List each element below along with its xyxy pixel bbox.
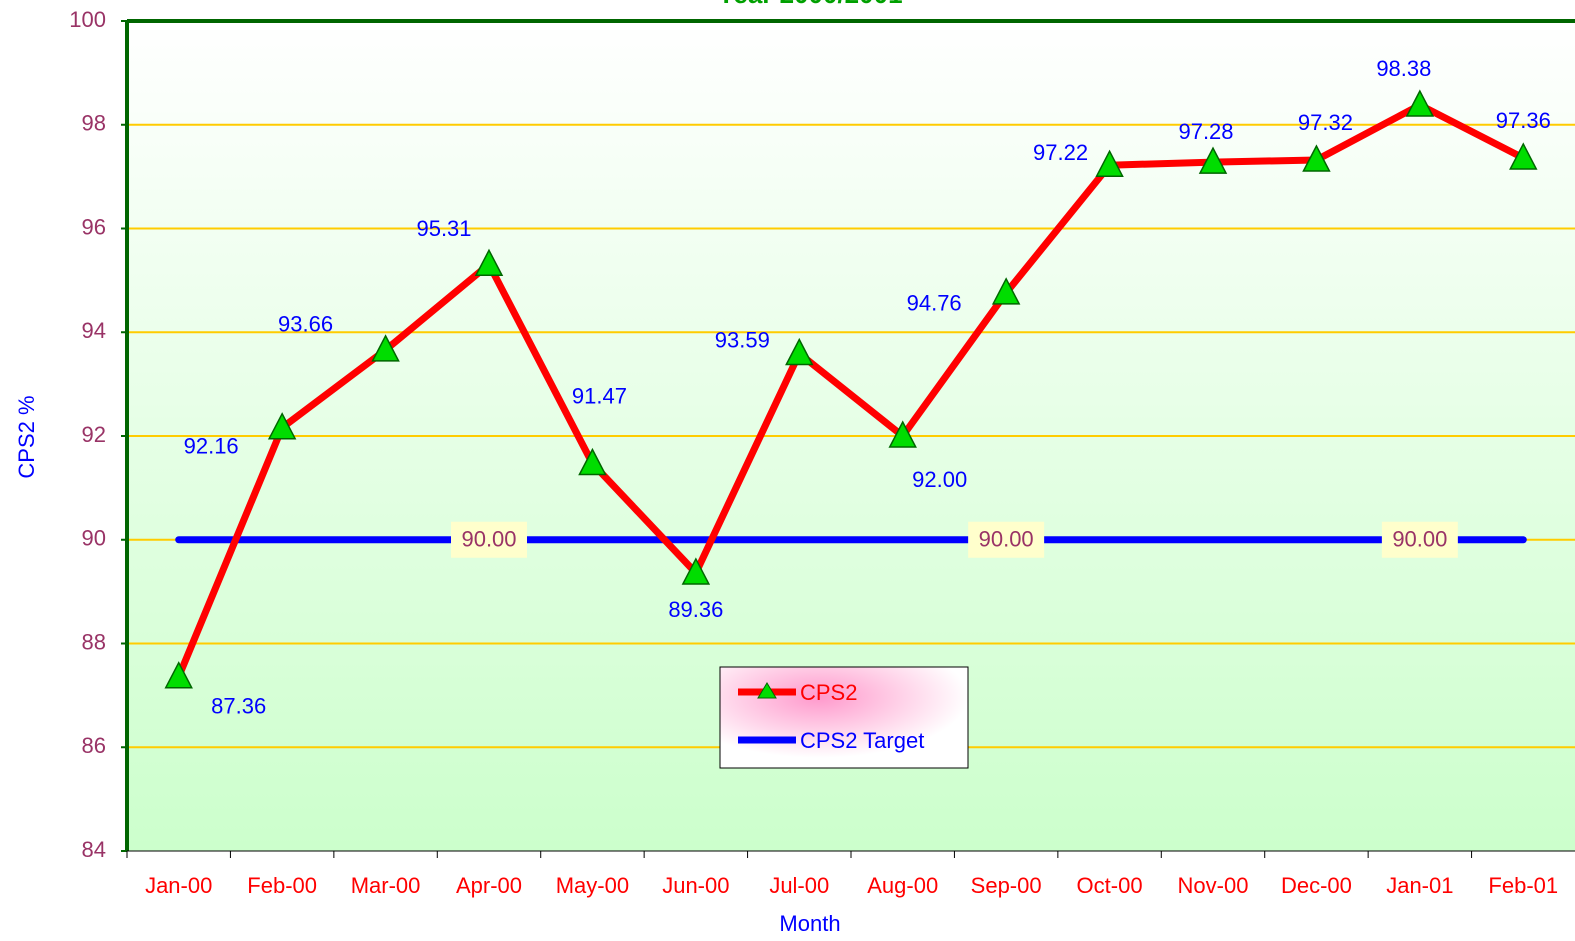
data-label-bg xyxy=(968,521,1045,558)
y-tick-label: 98 xyxy=(82,111,106,136)
x-tick-label: May-00 xyxy=(556,873,629,898)
y-tick-label: 94 xyxy=(82,318,106,343)
y-tick-label: 88 xyxy=(82,629,106,654)
y-tick-label: 90 xyxy=(82,526,106,551)
x-tick-label: Feb-01 xyxy=(1488,873,1558,898)
legend xyxy=(719,666,969,769)
data-label: 92.00 xyxy=(912,467,967,492)
legend-label: CPS2 Target xyxy=(800,728,924,753)
x-tick-label: Dec-00 xyxy=(1281,873,1352,898)
point-marker xyxy=(785,337,814,366)
y-tick-label: 86 xyxy=(82,733,106,758)
legend-label: CPS2 xyxy=(800,680,857,705)
data-label: 87.36 xyxy=(211,694,266,719)
point-marker xyxy=(1198,146,1228,174)
point-marker xyxy=(1095,149,1124,177)
y-tick-label: 92 xyxy=(82,422,106,447)
data-label: 90.00 xyxy=(979,527,1034,552)
point-marker xyxy=(578,447,607,476)
point-marker xyxy=(888,420,917,448)
data-label: 92.16 xyxy=(184,434,239,459)
point-marker xyxy=(1405,89,1435,117)
x-tick-label: Jan-00 xyxy=(145,873,212,898)
point-marker xyxy=(681,557,711,585)
data-label-bg xyxy=(1381,521,1458,558)
x-axis-label: Month xyxy=(779,911,840,936)
point-marker xyxy=(991,277,1021,305)
point-marker xyxy=(1509,142,1538,170)
chart-title: Year 2000/2001 xyxy=(717,0,902,9)
y-axis-label: CPS2 % xyxy=(14,395,39,478)
data-label: 97.22 xyxy=(1033,140,1088,165)
data-label: 97.28 xyxy=(1178,119,1233,144)
data-label: 93.59 xyxy=(715,327,770,352)
x-tick-label: Sep-00 xyxy=(971,873,1042,898)
x-tick-label: Nov-00 xyxy=(1178,873,1249,898)
x-tick-label: Apr-00 xyxy=(456,873,522,898)
data-label: 93.66 xyxy=(278,312,333,337)
data-label-bg xyxy=(451,521,527,558)
y-tick-label: 96 xyxy=(82,214,106,239)
legend-marker xyxy=(757,682,777,699)
x-tick-label: Jan-01 xyxy=(1386,873,1453,898)
point-marker xyxy=(371,334,400,362)
data-label: 89.36 xyxy=(668,597,723,622)
data-label: 90.00 xyxy=(1392,527,1447,552)
data-label: 98.38 xyxy=(1376,56,1431,81)
y-tick-label: 100 xyxy=(69,7,106,32)
x-tick-label: Aug-00 xyxy=(867,873,938,898)
data-label: 90.00 xyxy=(461,527,516,552)
series-line xyxy=(175,101,1525,679)
data-label: 94.76 xyxy=(907,291,962,316)
point-marker xyxy=(1302,144,1331,172)
x-tick-label: Jun-00 xyxy=(662,873,729,898)
data-label: 91.47 xyxy=(572,383,627,408)
point-marker xyxy=(164,661,193,689)
x-tick-label: Jul-00 xyxy=(769,873,829,898)
point-marker xyxy=(474,248,504,277)
data-label: 97.36 xyxy=(1496,108,1551,133)
data-label: 95.31 xyxy=(416,216,471,241)
x-tick-label: Mar-00 xyxy=(351,873,421,898)
x-tick-label: Oct-00 xyxy=(1077,873,1143,898)
point-marker xyxy=(267,412,297,440)
data-label: 97.32 xyxy=(1298,110,1353,135)
y-tick-label: 84 xyxy=(82,837,106,862)
x-tick-label: Feb-00 xyxy=(247,873,317,898)
